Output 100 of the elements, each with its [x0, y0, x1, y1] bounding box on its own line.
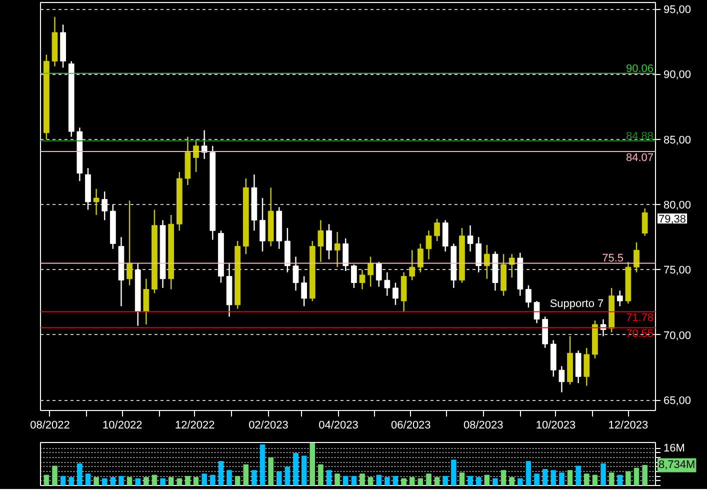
candlestick: [575, 350, 582, 384]
bar: [617, 474, 623, 486]
bar: [318, 464, 324, 486]
ref-line-label: 84.88: [626, 130, 654, 142]
candlestick: [368, 256, 374, 288]
bar: [542, 468, 548, 486]
ref-line-label: 84.07: [626, 152, 654, 164]
bar: [252, 470, 257, 486]
x-tick-label: 12/2022: [174, 420, 215, 432]
bar: [68, 477, 74, 486]
candlestick: [584, 347, 590, 386]
bar: [368, 477, 374, 486]
candlestick: [359, 269, 366, 290]
bar: [376, 474, 382, 486]
x-tick-label: 06/2023: [391, 420, 431, 432]
bar: [509, 477, 514, 486]
bar: [384, 477, 390, 486]
bar: [642, 464, 648, 486]
bar: [492, 478, 498, 486]
y-tick-label: 95,00: [664, 4, 692, 16]
ref-line-label: 75.5: [602, 252, 624, 265]
candlestick: [292, 256, 299, 292]
annotation: Supporto 7: [550, 298, 604, 310]
candlestick: [616, 290, 623, 307]
x-tick-label: 08/2023: [463, 420, 504, 432]
x-tick-label: 10/2022: [102, 420, 142, 432]
candlestick: [351, 264, 357, 289]
candlestick: [126, 200, 132, 286]
bar: [234, 476, 240, 486]
bar: [293, 452, 298, 486]
bar: [152, 474, 158, 486]
bar: [576, 466, 581, 486]
ref-line-label: 71.78: [626, 312, 654, 324]
candlestick: [434, 218, 440, 242]
bar: [301, 456, 307, 486]
y-tick-label: 75,00: [664, 264, 692, 277]
bar: [44, 474, 50, 486]
bar: [185, 476, 190, 486]
candlestick: [418, 243, 424, 273]
bar: [310, 442, 316, 486]
bar: [608, 472, 614, 486]
bar: [118, 476, 124, 486]
text: 79,38: [658, 214, 686, 226]
candlestick: [392, 282, 398, 306]
bar: [468, 476, 473, 486]
bar: [110, 477, 116, 486]
x-tick-label: 10/2023: [536, 420, 576, 432]
bar: [168, 477, 174, 486]
bar: [284, 466, 290, 486]
bar: [559, 472, 564, 486]
x-tick-label: 12/2023: [608, 420, 648, 432]
x-tick-label: 04/2023: [318, 420, 358, 432]
candlestick: [526, 284, 532, 308]
bar: [476, 477, 482, 486]
bar: [626, 471, 631, 486]
candlestick: [442, 220, 448, 252]
candlestick: [342, 238, 349, 272]
bar: [500, 470, 506, 486]
bar: [160, 478, 166, 486]
bar: [592, 474, 598, 486]
bar: [102, 478, 108, 486]
bar: [144, 477, 149, 486]
bar: [518, 478, 523, 486]
y-tick-label: 85,00: [664, 134, 692, 146]
bar: [176, 478, 182, 486]
bar: [459, 472, 465, 486]
candlestick: [634, 242, 640, 273]
bar: [135, 478, 140, 486]
bar: [484, 474, 490, 486]
y-tick-label: 70,00: [664, 330, 692, 342]
bar: [600, 463, 606, 486]
bar: [210, 474, 216, 486]
bar: [634, 468, 640, 486]
candlestick: [326, 223, 332, 260]
bar: [426, 474, 432, 486]
bar: [392, 476, 398, 486]
candlestick: [260, 197, 266, 252]
bar: [351, 476, 357, 486]
bar: [534, 474, 540, 486]
candlestick: [93, 188, 100, 216]
candlestick: [508, 253, 515, 278]
bar: [418, 478, 424, 486]
candlestick: [534, 300, 540, 324]
y-tick-label: 90,00: [664, 69, 692, 82]
bar: [218, 461, 224, 486]
bar: [77, 463, 82, 486]
bar: [442, 476, 448, 486]
candlestick: [409, 250, 416, 281]
bar: [326, 470, 332, 486]
ref-line-label: 70.55: [626, 328, 654, 340]
text: 8,734M: [658, 459, 696, 472]
bar: [434, 477, 440, 486]
bar: [401, 478, 406, 486]
candlestick: [143, 278, 150, 326]
bar: [52, 466, 58, 486]
candlestick: [467, 224, 474, 252]
bar: [260, 444, 266, 486]
bar: [85, 474, 91, 486]
bar: [193, 477, 199, 486]
x-tick-label: 02/2023: [248, 420, 288, 432]
